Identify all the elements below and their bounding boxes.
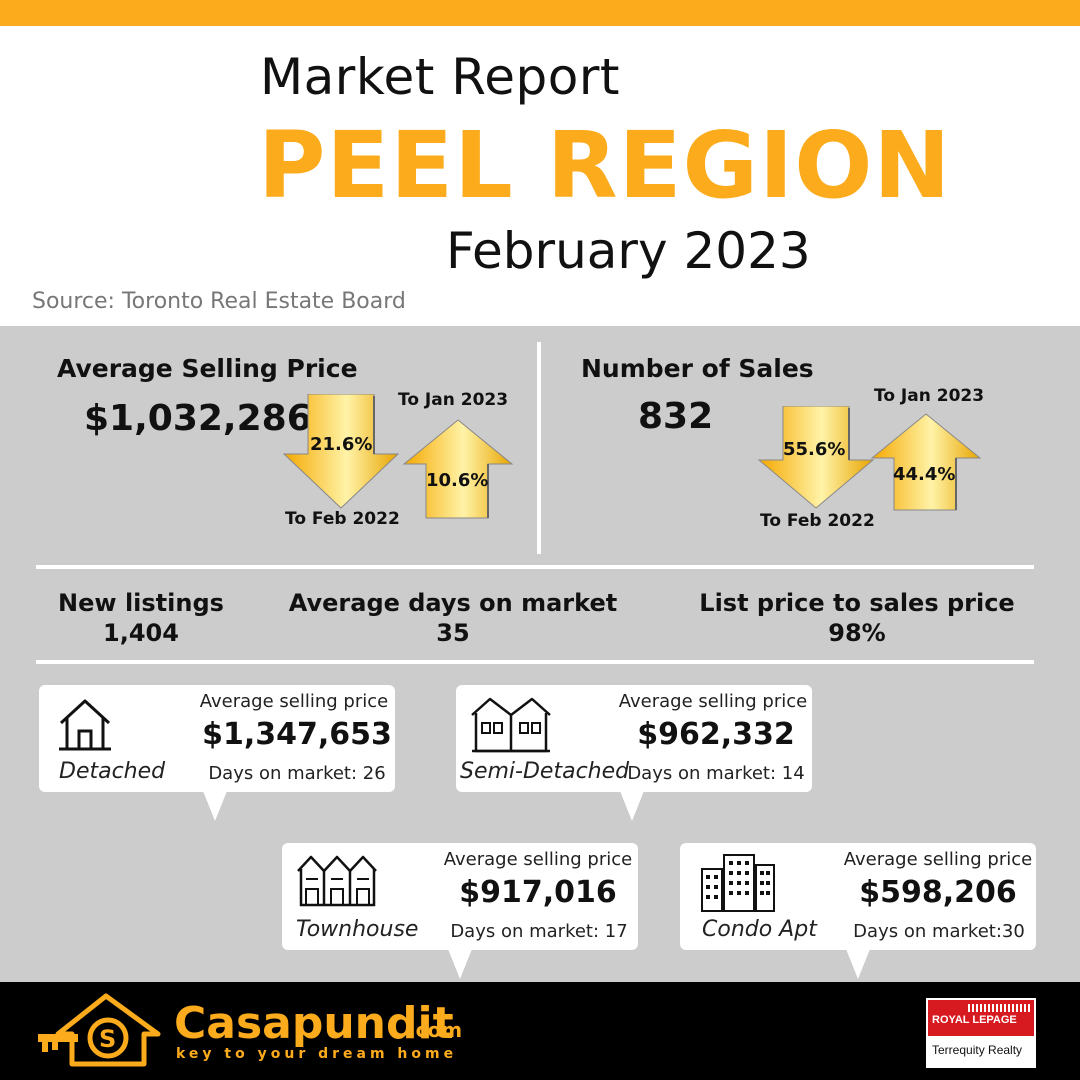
num-sales-up-label: To Jan 2023	[874, 386, 985, 406]
num-sales-down-pct: 55.6%	[783, 439, 846, 460]
num-sales-value: 832	[638, 396, 714, 437]
card-price: $917,016	[459, 875, 617, 910]
metric-value: 98%	[828, 619, 886, 647]
partner-sub: Terrequity Realty	[932, 1043, 1023, 1057]
callout-tail	[846, 949, 870, 979]
card-type-label: Townhouse	[296, 917, 419, 942]
card-type-label: Detached	[59, 759, 166, 784]
card-days: Days on market:30	[853, 921, 1025, 942]
brand-name: Casapundit	[174, 998, 454, 1049]
house-icon	[59, 699, 111, 751]
metric-label: Average days on market	[288, 589, 618, 617]
horizontal-divider	[36, 565, 1034, 569]
card-type-label: Condo Apt	[702, 917, 817, 942]
down-arrow-icon	[282, 394, 400, 509]
down-arrow-icon	[757, 406, 875, 509]
metric-label: List price to sales price	[699, 589, 1015, 617]
townhouse-icon	[297, 855, 377, 907]
source-note: Source: Toronto Real Estate Board	[32, 289, 406, 314]
partner-logo: ROYAL LEPAGE Terrequity Realty	[926, 998, 1036, 1068]
brand-tagline: key to your dream home	[176, 1046, 458, 1062]
avg-price-title: Average Selling Price	[57, 354, 358, 383]
card-price: $598,206	[859, 875, 1017, 910]
card-price-label: Average selling price	[618, 691, 808, 712]
brand-domain: .com	[408, 1018, 463, 1042]
partner-logo-band: ROYAL LEPAGE	[928, 1000, 1034, 1036]
avg-price-up-pct: 10.6%	[426, 470, 489, 491]
metric-value: 35	[436, 619, 470, 647]
card-townhouse: Townhouse Average selling price $917,016…	[282, 843, 638, 979]
metric-list-to-sale: List price to sales price 98%	[697, 589, 1017, 647]
card-price: $962,332	[637, 717, 795, 752]
num-sales-up-pct: 44.4%	[893, 464, 956, 485]
avg-price-value: $1,032,286	[84, 398, 312, 439]
metric-avg-days: Average days on market 35	[283, 589, 623, 647]
card-days: Days on market: 17	[450, 921, 628, 942]
footer: S Casapundit .com key to your dream home…	[0, 982, 1080, 1080]
card-condo-apt: Condo Apt Average selling price $598,206…	[680, 843, 1036, 979]
card-price: $1,347,653	[202, 717, 392, 752]
card-price-label: Average selling price	[843, 849, 1033, 870]
vertical-divider	[537, 342, 541, 554]
condo-icon	[701, 854, 775, 912]
partner-logo-stripes	[968, 1004, 1032, 1012]
horizontal-divider	[36, 660, 1034, 664]
report-title: Market Report	[260, 48, 621, 106]
metric-value: 1,404	[103, 619, 179, 647]
avg-price-down-pct: 21.6%	[310, 434, 373, 455]
card-semi-detached: Semi-Detached Average selling price $962…	[456, 685, 812, 821]
num-sales-down-label: To Feb 2022	[760, 511, 875, 531]
key-logo-icon: S	[38, 993, 161, 1067]
report-date: February 2023	[446, 222, 811, 280]
callout-tail	[203, 791, 227, 821]
header	[0, 26, 1080, 326]
card-detached: Detached Average selling price $1,347,65…	[39, 685, 395, 821]
card-days: Days on market: 14	[627, 763, 805, 784]
num-sales-title: Number of Sales	[581, 354, 814, 383]
up-arrow-icon	[870, 413, 982, 511]
callout-tail	[448, 949, 472, 979]
avg-price-up-label: To Jan 2023	[398, 390, 509, 410]
metric-new-listings: New listings 1,404	[30, 589, 252, 647]
region-title: PEEL REGION	[258, 112, 952, 219]
metric-label: New listings	[58, 589, 224, 617]
up-arrow-icon	[402, 419, 514, 519]
top-accent-bar	[0, 0, 1080, 26]
svg-text:S: S	[99, 1025, 116, 1053]
avg-price-down-label: To Feb 2022	[285, 509, 400, 529]
card-days: Days on market: 26	[208, 763, 386, 784]
card-price-label: Average selling price	[199, 691, 389, 712]
partner-name: ROYAL LEPAGE	[932, 1014, 1017, 1026]
semi-detached-icon	[471, 697, 551, 753]
card-price-label: Average selling price	[443, 849, 633, 870]
card-type-label: Semi-Detached	[460, 759, 630, 784]
callout-tail	[620, 791, 644, 821]
